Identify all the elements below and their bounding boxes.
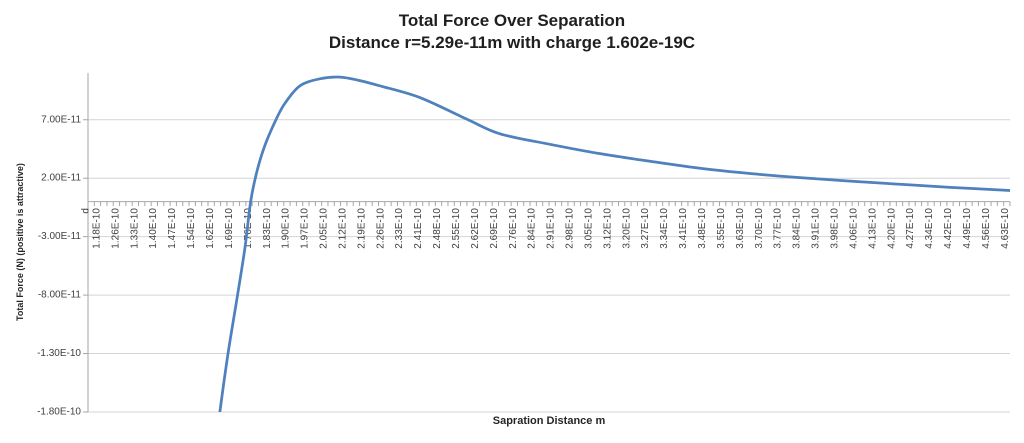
x-tick-label: 3.77E-10 [773,208,784,249]
x-tick-label: 1.18E-10 [91,208,102,249]
x-tick-label: 2.55E-10 [451,208,462,249]
x-tick-label: 1.62E-10 [205,208,216,249]
y-tick-label: 2.00E-11 [41,173,81,184]
x-tick-label: 4.49E-10 [962,208,973,249]
x-tick-label: 4.42E-10 [943,208,954,249]
x-tick-label: 3.98E-10 [830,208,841,249]
x-tick-label: 2.98E-10 [565,208,576,249]
x-tick-label: 1.69E-10 [224,208,235,249]
x-tick-label: 3.05E-10 [583,208,594,249]
x-tick-label: 2.62E-10 [470,208,481,249]
x-tick-label: 4.20E-10 [886,208,897,249]
x-tick-label: 3.20E-10 [621,208,632,249]
x-tick-label: 3.91E-10 [811,208,822,249]
x-tick-label: 3.55E-10 [716,208,727,249]
x-tick-label: 1.90E-10 [281,208,292,249]
x-axis-title: Sapration Distance m [492,415,606,427]
x-tick-label: 3.41E-10 [678,208,689,249]
x-tick-label: 4.56E-10 [981,208,992,249]
x-tick-label: 3.48E-10 [697,208,708,249]
x-tick-label: 3.63E-10 [735,208,746,249]
x-tick-label: 4.06E-10 [848,208,859,249]
x-tick-label: 1.54E-10 [186,208,197,249]
x-tick-label: 4.63E-10 [1000,208,1011,249]
y-tick-label: -1.30E-10 [37,348,81,359]
x-tick-label: 3.12E-10 [602,208,613,249]
x-tick-label: 1.26E-10 [110,208,121,249]
x-tick-label: 4.34E-10 [924,208,935,249]
x-tick-label: 2.26E-10 [375,208,386,249]
x-tick-label: 1.40E-10 [148,208,159,249]
x-tick-label: 2.84E-10 [527,208,538,249]
x-tick-label: 1.33E-10 [129,208,140,249]
chart-title-line2: Distance r=5.29e-11m with charge 1.602e-… [328,33,696,52]
y-tick-label: -1.80E-10 [37,407,81,418]
y-tick-label: 7.00E-11 [41,114,81,125]
x-tick-label: 2.69E-10 [489,208,500,249]
x-tick-label: 1.83E-10 [262,208,273,249]
x-tick-label: 2.91E-10 [546,208,557,249]
x-tick-label: 1.47E-10 [167,208,178,249]
x-tick-label: 3.84E-10 [792,208,803,249]
x-tick-label: 4.13E-10 [867,208,878,249]
x-tick-label: 3.27E-10 [640,208,651,249]
x-tick-label: 3.70E-10 [754,208,765,249]
x-tick-label: 2.76E-10 [508,208,519,249]
x-tick-label: 3.34E-10 [659,208,670,249]
chart-title-line1: Total Force Over Separation [398,11,626,30]
x-tick-label: 2.12E-10 [337,208,348,249]
x-tick-label: 1.97E-10 [300,208,311,249]
x-tick-label: 2.19E-10 [356,208,367,249]
y-tick-label: -8.00E-11 [38,290,82,301]
y-tick-label: -3.00E-11 [38,231,82,242]
x-tick-label: 2.33E-10 [394,208,405,249]
x-tick-label: 2.48E-10 [432,208,443,249]
x-tick-label: d [81,208,92,214]
force-curve [218,75,1010,412]
x-tick-label: 2.05E-10 [319,208,330,249]
x-tick-label: 4.27E-10 [905,208,916,249]
x-tick-label: 2.41E-10 [413,208,424,249]
